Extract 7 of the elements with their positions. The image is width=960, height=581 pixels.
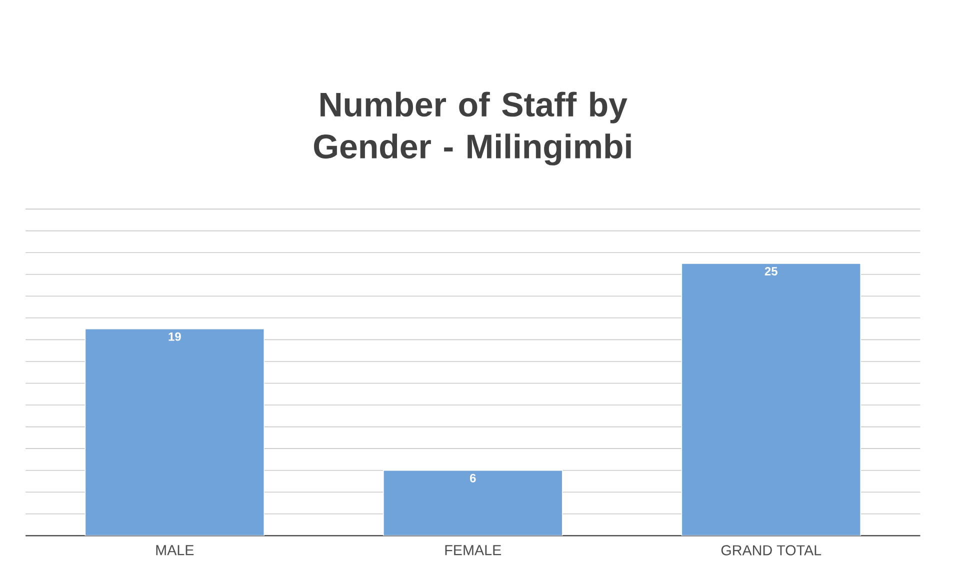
data-label: 25 bbox=[764, 266, 778, 276]
x-tick-label: MALE bbox=[156, 545, 194, 556]
x-tick-label: FEMALE bbox=[445, 545, 502, 556]
x-tick-label: GRAND TOTAL bbox=[721, 545, 822, 556]
chart-title: Number of Staff by Gender - Milingimbi bbox=[314, 92, 631, 166]
data-label: 6 bbox=[470, 474, 476, 482]
data-label: 19 bbox=[168, 332, 181, 341]
